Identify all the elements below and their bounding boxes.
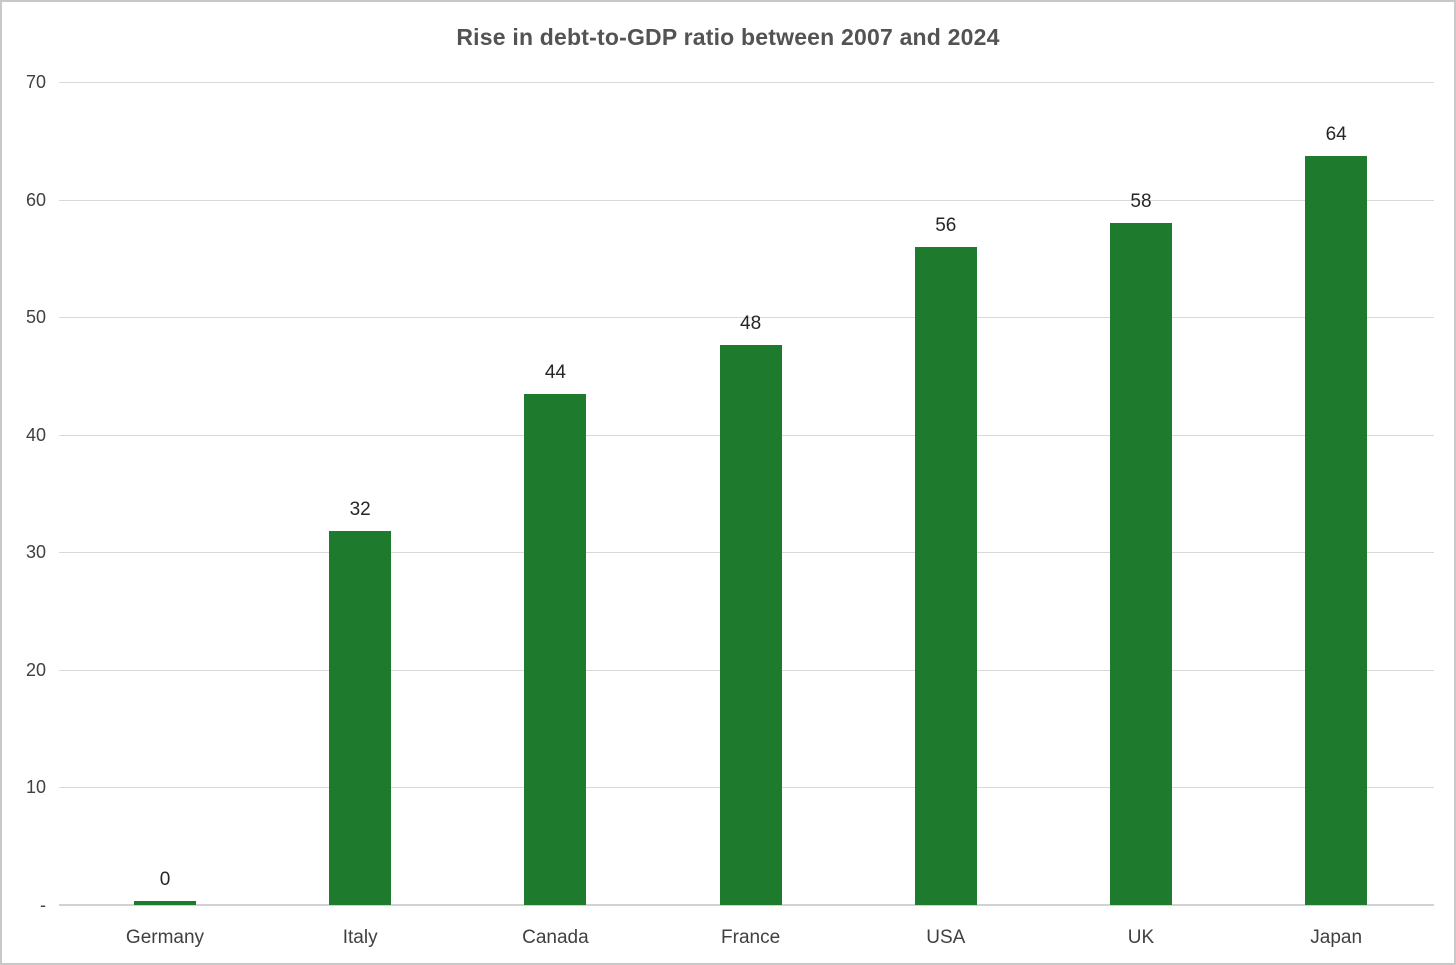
data-label-canada: 44 [544,361,566,383]
y-axis-tick-label: 40 [25,424,46,445]
chart-title: Rise in debt-to-GDP ratio between 2007 a… [456,24,1000,50]
x-axis-label-canada: Canada [522,927,589,948]
y-axis-tick-label: 60 [25,189,46,210]
bar-usa[interactable] [914,246,977,905]
gridline [59,199,1434,201]
x-axis-label-germany: Germany [125,927,205,948]
bar-italy[interactable] [329,531,392,905]
y-axis-tick-label: 10 [25,777,46,798]
x-axis-label-italy: Italy [342,927,378,948]
y-axis-tick-label: - [40,895,46,915]
bar-uk[interactable] [1110,223,1172,905]
y-axis-tick-label: 30 [25,542,46,563]
x-axis-label-france: France [721,927,781,948]
bar-canada[interactable] [524,393,587,905]
data-label-germany: 0 [159,869,171,891]
data-label-japan: 64 [1325,124,1347,146]
data-label-uk: 58 [1130,191,1152,213]
y-axis-tick-label: 70 [25,72,46,92]
data-label-france: 48 [740,313,762,335]
x-axis-line [59,904,1434,906]
x-axis-label-uk: UK [1127,927,1155,948]
data-label-italy: 32 [349,499,371,521]
gridline [59,82,1434,83]
data-label-usa: 56 [935,214,957,236]
bar-japan[interactable] [1305,156,1368,905]
x-axis-label-japan: Japan [1310,927,1363,948]
bar-germany[interactable] [134,901,196,905]
bar-france[interactable] [719,345,782,905]
y-axis-tick-label: 50 [25,307,46,328]
x-axis-label-usa: USA [926,927,966,948]
y-axis-tick-label: 20 [25,659,46,680]
gridline [59,317,1434,319]
